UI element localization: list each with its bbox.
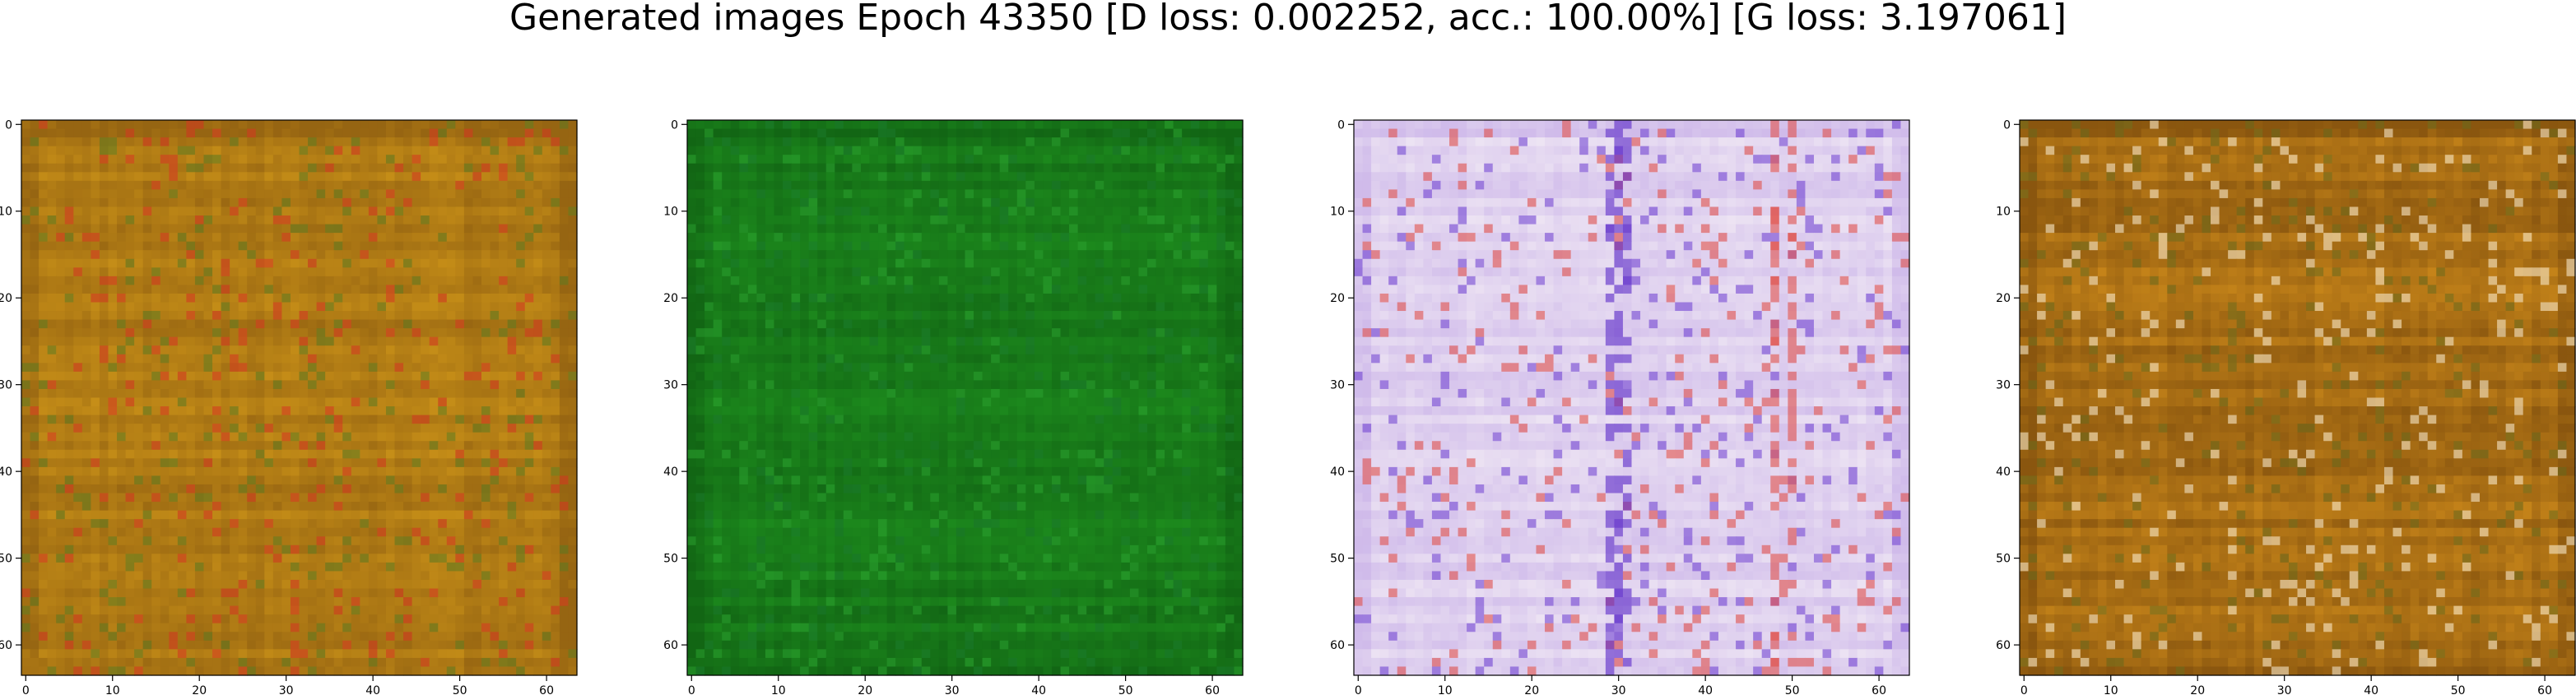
y-tick-label: 30 xyxy=(1330,379,1345,392)
x-tick-label: 60 xyxy=(1205,684,1220,695)
y-tick-label: 30 xyxy=(0,379,12,392)
y-tick-label: 60 xyxy=(663,639,678,652)
x-tick-label: 20 xyxy=(858,684,872,695)
x-tick-label: 30 xyxy=(2277,684,2292,695)
y-tick-label: 40 xyxy=(663,466,678,479)
x-tick-label: 30 xyxy=(945,684,960,695)
image-panel-1: 0 10 20 30 40 50 60 0 10 20 30 40 50 60 xyxy=(0,118,578,695)
y-tick-label: 60 xyxy=(1996,639,2011,652)
y-tick-label: 20 xyxy=(1996,292,2011,305)
image-panel-3: 0 10 20 30 40 50 60 0 10 20 30 40 50 60 xyxy=(1330,118,1909,695)
image-panel-2: 0 10 20 30 40 50 60 0 10 20 30 40 50 60 xyxy=(663,118,1243,695)
x-tick-label: 60 xyxy=(1872,684,1886,695)
x-tick-label: 40 xyxy=(1031,684,1046,695)
y-tick-label: 50 xyxy=(663,553,678,566)
generated-image xyxy=(1354,120,1910,676)
y-tick-label: 60 xyxy=(0,639,12,652)
x-tick-label: 20 xyxy=(2190,684,2205,695)
y-tick-label: 20 xyxy=(0,292,12,305)
x-tick-label: 40 xyxy=(365,684,380,695)
y-tick-label: 30 xyxy=(1996,379,2011,392)
y-tick-label: 30 xyxy=(663,379,678,392)
x-tick-label: 50 xyxy=(1785,684,1800,695)
x-tick-label: 50 xyxy=(453,684,467,695)
x-tick-label: 10 xyxy=(1438,684,1453,695)
x-tick-label: 40 xyxy=(1698,684,1713,695)
x-tick-label: 10 xyxy=(105,684,120,695)
x-tick-label: 60 xyxy=(539,684,554,695)
y-tick-label: 60 xyxy=(1330,639,1345,652)
image-panel-4: 0 10 20 30 40 50 60 0 10 20 30 40 50 60 xyxy=(1996,118,2575,695)
y-tick-label: 0 xyxy=(671,118,678,132)
y-tick-label: 40 xyxy=(1996,466,2011,479)
y-tick-label: 50 xyxy=(1996,553,2011,566)
x-tick-label: 50 xyxy=(1118,684,1133,695)
y-tick-label: 10 xyxy=(0,206,12,219)
y-tick-label: 50 xyxy=(0,553,12,566)
x-tick-label: 0 xyxy=(688,684,695,695)
generated-image xyxy=(2020,120,2576,676)
x-tick-label: 0 xyxy=(1355,684,1362,695)
x-tick-label: 50 xyxy=(2451,684,2466,695)
x-tick-label: 10 xyxy=(2104,684,2118,695)
y-tick-label: 50 xyxy=(1330,553,1345,566)
y-tick-label: 0 xyxy=(5,118,12,132)
y-tick-label: 10 xyxy=(1330,206,1345,219)
x-tick-label: 60 xyxy=(2537,684,2552,695)
x-tick-label: 10 xyxy=(771,684,786,695)
y-tick-label: 40 xyxy=(1330,466,1345,479)
generated-image xyxy=(687,120,1244,676)
y-tick-label: 10 xyxy=(663,206,678,219)
x-tick-label: 40 xyxy=(2364,684,2378,695)
x-tick-label: 20 xyxy=(192,684,207,695)
y-tick-label: 0 xyxy=(2003,118,2011,132)
x-tick-label: 20 xyxy=(1524,684,1539,695)
generated-image xyxy=(21,120,578,676)
y-tick-label: 20 xyxy=(663,292,678,305)
x-tick-label: 0 xyxy=(22,684,30,695)
y-tick-label: 40 xyxy=(0,466,12,479)
x-tick-label: 0 xyxy=(2020,684,2028,695)
y-tick-label: 20 xyxy=(1330,292,1345,305)
y-tick-label: 0 xyxy=(1337,118,1345,132)
x-tick-label: 30 xyxy=(1611,684,1626,695)
y-tick-label: 10 xyxy=(1996,206,2011,219)
x-tick-label: 30 xyxy=(279,684,294,695)
